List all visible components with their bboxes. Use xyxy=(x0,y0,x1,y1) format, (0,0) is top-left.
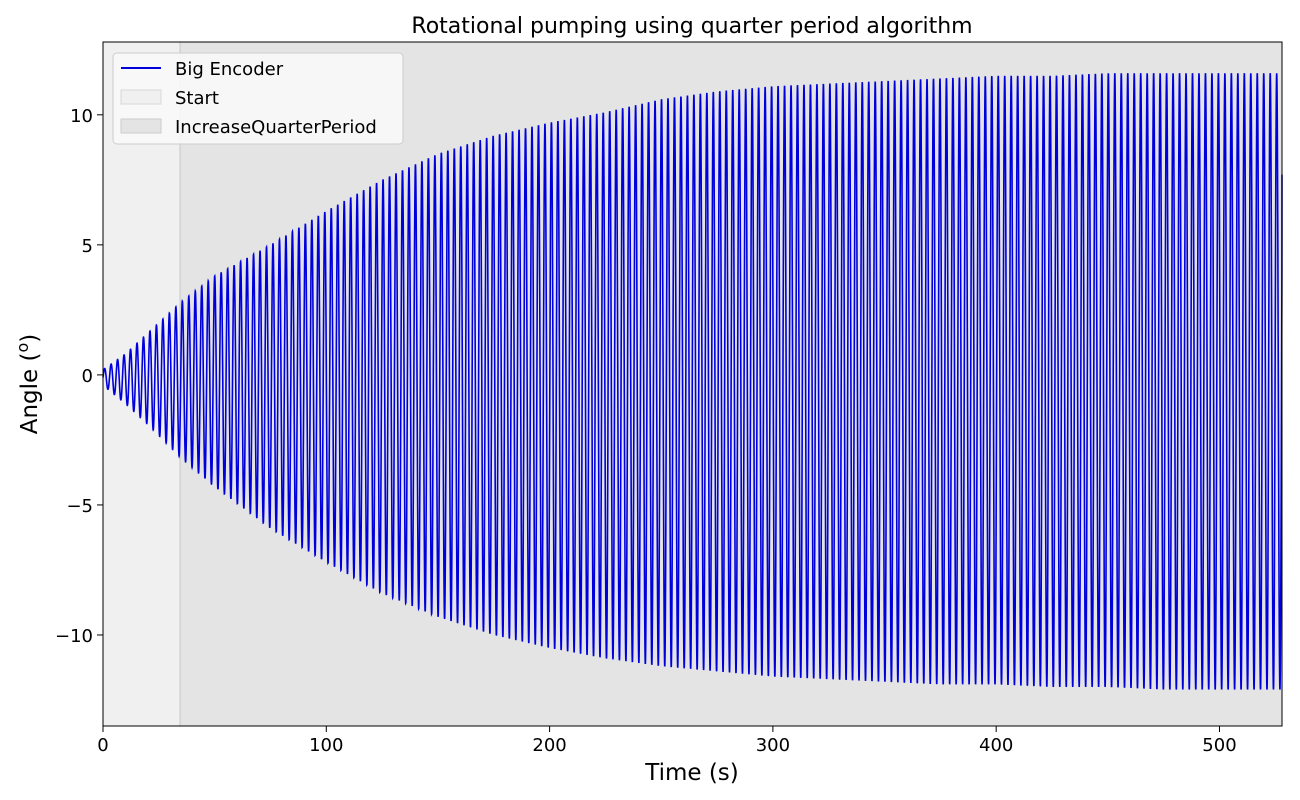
x-tick-label: 400 xyxy=(979,735,1013,756)
legend-swatch-start xyxy=(120,89,162,105)
x-tick-label: 100 xyxy=(309,735,343,756)
y-axis-label-suffix: ) xyxy=(17,334,43,343)
legend: Big Encoder Start IncreaseQuarterPeriod xyxy=(112,52,404,145)
y-tick-label: 10 xyxy=(70,106,93,127)
y-axis-label-main: Angle ( xyxy=(17,353,43,435)
legend-label-start: Start xyxy=(175,88,219,109)
x-axis-label: Time (s) xyxy=(644,760,739,786)
series-layer xyxy=(102,73,1283,690)
y-tick-label: −5 xyxy=(66,496,93,517)
y-tick-label: 5 xyxy=(82,236,93,257)
x-tick-label: 200 xyxy=(532,735,566,756)
series-line-big-encoder xyxy=(102,73,1283,690)
y-axis-label: Angle (o) xyxy=(13,334,43,435)
x-tick-label: 500 xyxy=(1202,735,1236,756)
chart-title: Rotational pumping using quarter period … xyxy=(411,14,972,39)
y-tick-label: 0 xyxy=(82,366,93,387)
x-tick-label: 300 xyxy=(756,735,790,756)
y-axis-label-superscript: o xyxy=(13,343,32,353)
legend-label-increase-quarter-period: IncreaseQuarterPeriod xyxy=(175,117,377,138)
legend-frame xyxy=(112,52,404,145)
legend-label-big-encoder: Big Encoder xyxy=(175,59,284,80)
ticks: 0 100 200 300 400 500 −10 −5 0 5 10 xyxy=(55,106,1237,756)
axes xyxy=(102,41,1283,727)
legend-swatch-increase-quarter-period xyxy=(120,118,162,134)
plot-frame xyxy=(102,41,1283,727)
y-tick-label: −10 xyxy=(55,626,93,647)
x-tick-label: 0 xyxy=(97,735,108,756)
